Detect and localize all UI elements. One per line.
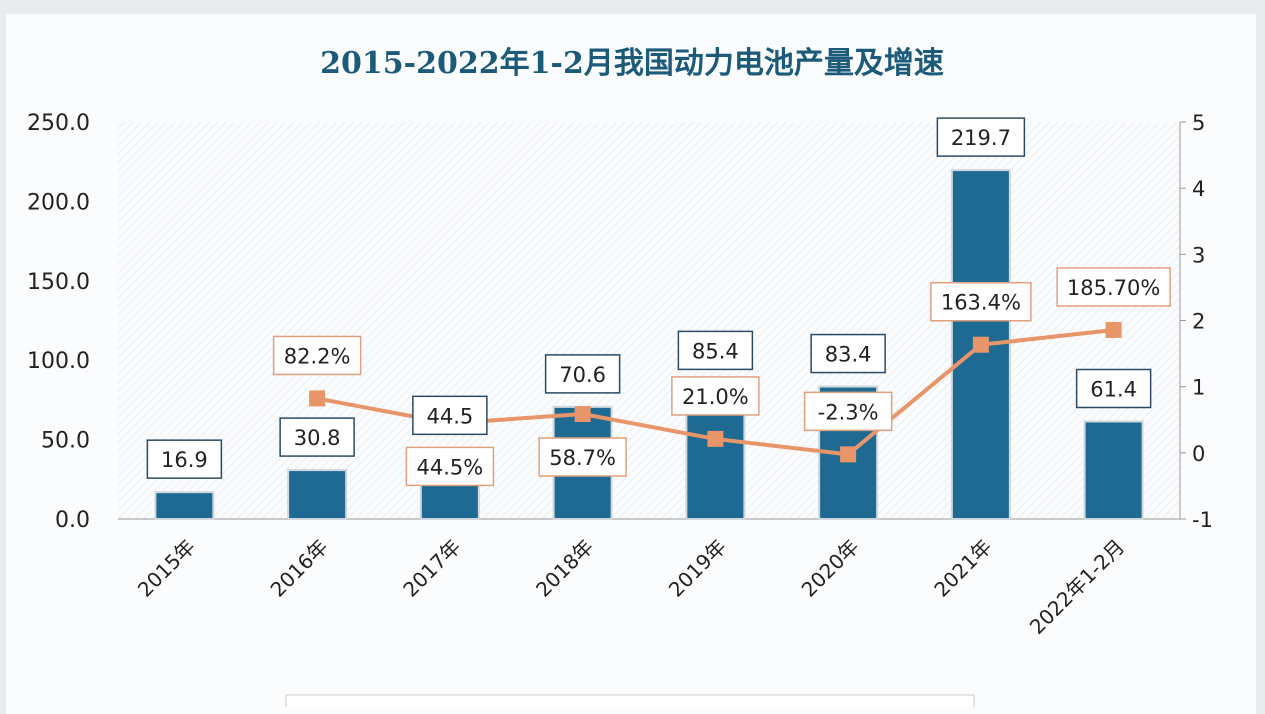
- line-marker: [972, 336, 989, 353]
- bar: [154, 491, 215, 521]
- left-y-tick-label: 200.0: [27, 190, 90, 215]
- line-marker: [309, 390, 326, 407]
- line-data-label: 185.70%: [1067, 276, 1160, 300]
- left-y-tick-label: 0.0: [55, 508, 90, 533]
- bar-data-label-box: [412, 395, 488, 436]
- line-data-label-box: [930, 281, 1032, 322]
- line-data-label: 58.7%: [549, 446, 616, 470]
- bar-data-label-box: [544, 354, 621, 394]
- bar-data-label: 30.8: [294, 426, 341, 450]
- line-data-label-box: [272, 335, 362, 376]
- x-tick-label: 2016年: [266, 535, 333, 602]
- line-marker: [707, 430, 724, 447]
- line-marker: [840, 446, 857, 463]
- bar-data-label-box: [279, 417, 355, 457]
- line-marker: [574, 405, 591, 422]
- bar-data-label: 219.7: [951, 126, 1011, 150]
- left-y-tick-label: 250.0: [27, 111, 90, 136]
- line-data-label: 163.4%: [941, 291, 1021, 315]
- line-data-label-box: [803, 391, 893, 432]
- x-tick-label: 2022年1-2月: [1025, 535, 1129, 639]
- bar-data-label: 70.6: [559, 363, 606, 387]
- bar-data-label: 44.5: [426, 404, 473, 428]
- line-data-label: -2.3%: [818, 400, 879, 424]
- x-tick-label: 2019年: [664, 535, 731, 602]
- line-data-label-box: [405, 446, 495, 487]
- line-data-label: 44.5%: [417, 455, 484, 479]
- line-data-label: 82.2%: [284, 344, 351, 368]
- legend-box: [285, 694, 975, 707]
- right-y-tick-label: 1: [1192, 376, 1205, 400]
- x-tick-label: 2020年: [797, 535, 864, 602]
- bar-data-label-box: [146, 439, 223, 479]
- bar-data-label-box: [677, 330, 754, 371]
- right-y-tick-label: 4: [1192, 177, 1205, 201]
- left-y-tick-label: 100.0: [27, 349, 90, 374]
- right-y-tick-label: 3: [1192, 243, 1205, 267]
- right-y-tick-label: 0: [1192, 442, 1205, 466]
- right-y-tick-label: 2: [1192, 310, 1205, 334]
- line-data-label: 21.0%: [682, 385, 749, 409]
- x-tick-label: 2021年: [929, 535, 996, 602]
- bar-data-label: 83.4: [825, 343, 872, 367]
- bar: [287, 469, 348, 520]
- line-marker: [1105, 321, 1122, 338]
- chart-title: 2015-2022年1-2月我国动力电池产量及增速: [320, 46, 944, 81]
- bar-data-label: 85.4: [692, 339, 739, 363]
- right-y-tick-label: 5: [1192, 111, 1205, 135]
- bar-data-label: 16.9: [161, 448, 208, 472]
- bar-data-label: 61.4: [1090, 377, 1137, 401]
- line-data-label-box: [671, 376, 760, 416]
- line-data-label-box: [538, 437, 627, 477]
- left-y-tick-label: 50.0: [41, 429, 90, 454]
- x-tick-label: 2015年: [133, 535, 200, 602]
- bar: [1083, 420, 1144, 520]
- x-tick-label: 2018年: [531, 535, 598, 602]
- bar-data-label-box: [936, 117, 1026, 157]
- left-y-tick-label: 150.0: [27, 270, 90, 295]
- x-tick-label: 2017年: [398, 535, 465, 602]
- line-data-label-box: [1056, 267, 1171, 307]
- bar-data-label-box: [1075, 368, 1152, 409]
- bar-data-label-box: [810, 333, 886, 374]
- right-y-tick-label: -1: [1192, 508, 1213, 532]
